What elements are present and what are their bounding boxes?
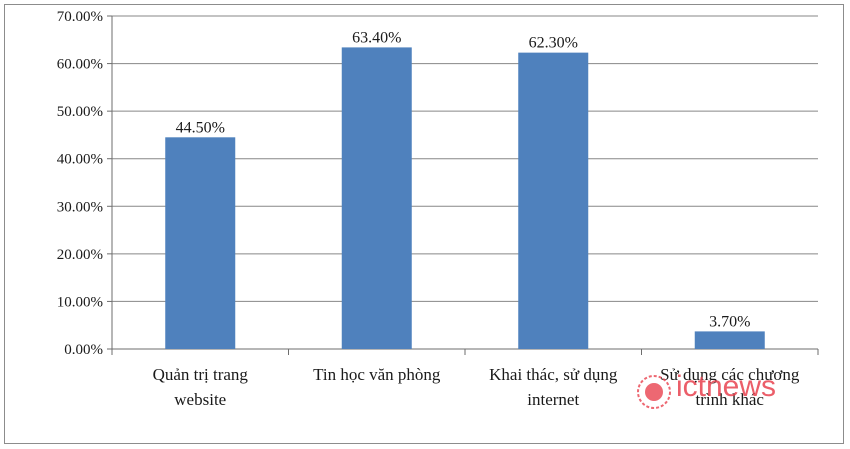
x-tick-label: Sử dụng các chương	[660, 365, 800, 384]
y-tick-label: 30.00%	[57, 199, 103, 215]
y-tick-label: 10.00%	[57, 294, 103, 310]
y-tick-label: 40.00%	[57, 152, 103, 168]
bar	[694, 331, 765, 349]
data-label: 63.40%	[352, 29, 401, 46]
y-tick-label: 70.00%	[57, 9, 103, 25]
x-tick-label: Khai thác, sử dụng	[489, 365, 618, 384]
ictnews-watermark-text: ictnews	[676, 370, 777, 403]
chart-frame	[4, 4, 844, 444]
x-tick-label: Tin học văn phòng	[313, 365, 441, 384]
ictnews-logo-icon	[637, 375, 671, 409]
data-label: 62.30%	[529, 35, 578, 52]
x-tick-label: internet	[527, 390, 579, 409]
data-label: 44.50%	[176, 119, 225, 136]
data-label: 3.70%	[709, 313, 750, 330]
x-tick-label: website	[174, 390, 226, 409]
y-tick-label: 20.00%	[57, 247, 103, 263]
x-tick-label: Quản trị trang	[153, 365, 249, 384]
x-tick-label: trình khác	[696, 390, 765, 409]
bar	[165, 137, 236, 349]
y-tick-label: 50.00%	[57, 104, 103, 120]
bar	[518, 52, 589, 349]
y-tick-label: 60.00%	[57, 57, 103, 73]
ictnews-watermark: ictnews	[636, 370, 826, 420]
y-tick-label: 0.00%	[64, 342, 103, 358]
bar	[341, 47, 412, 349]
